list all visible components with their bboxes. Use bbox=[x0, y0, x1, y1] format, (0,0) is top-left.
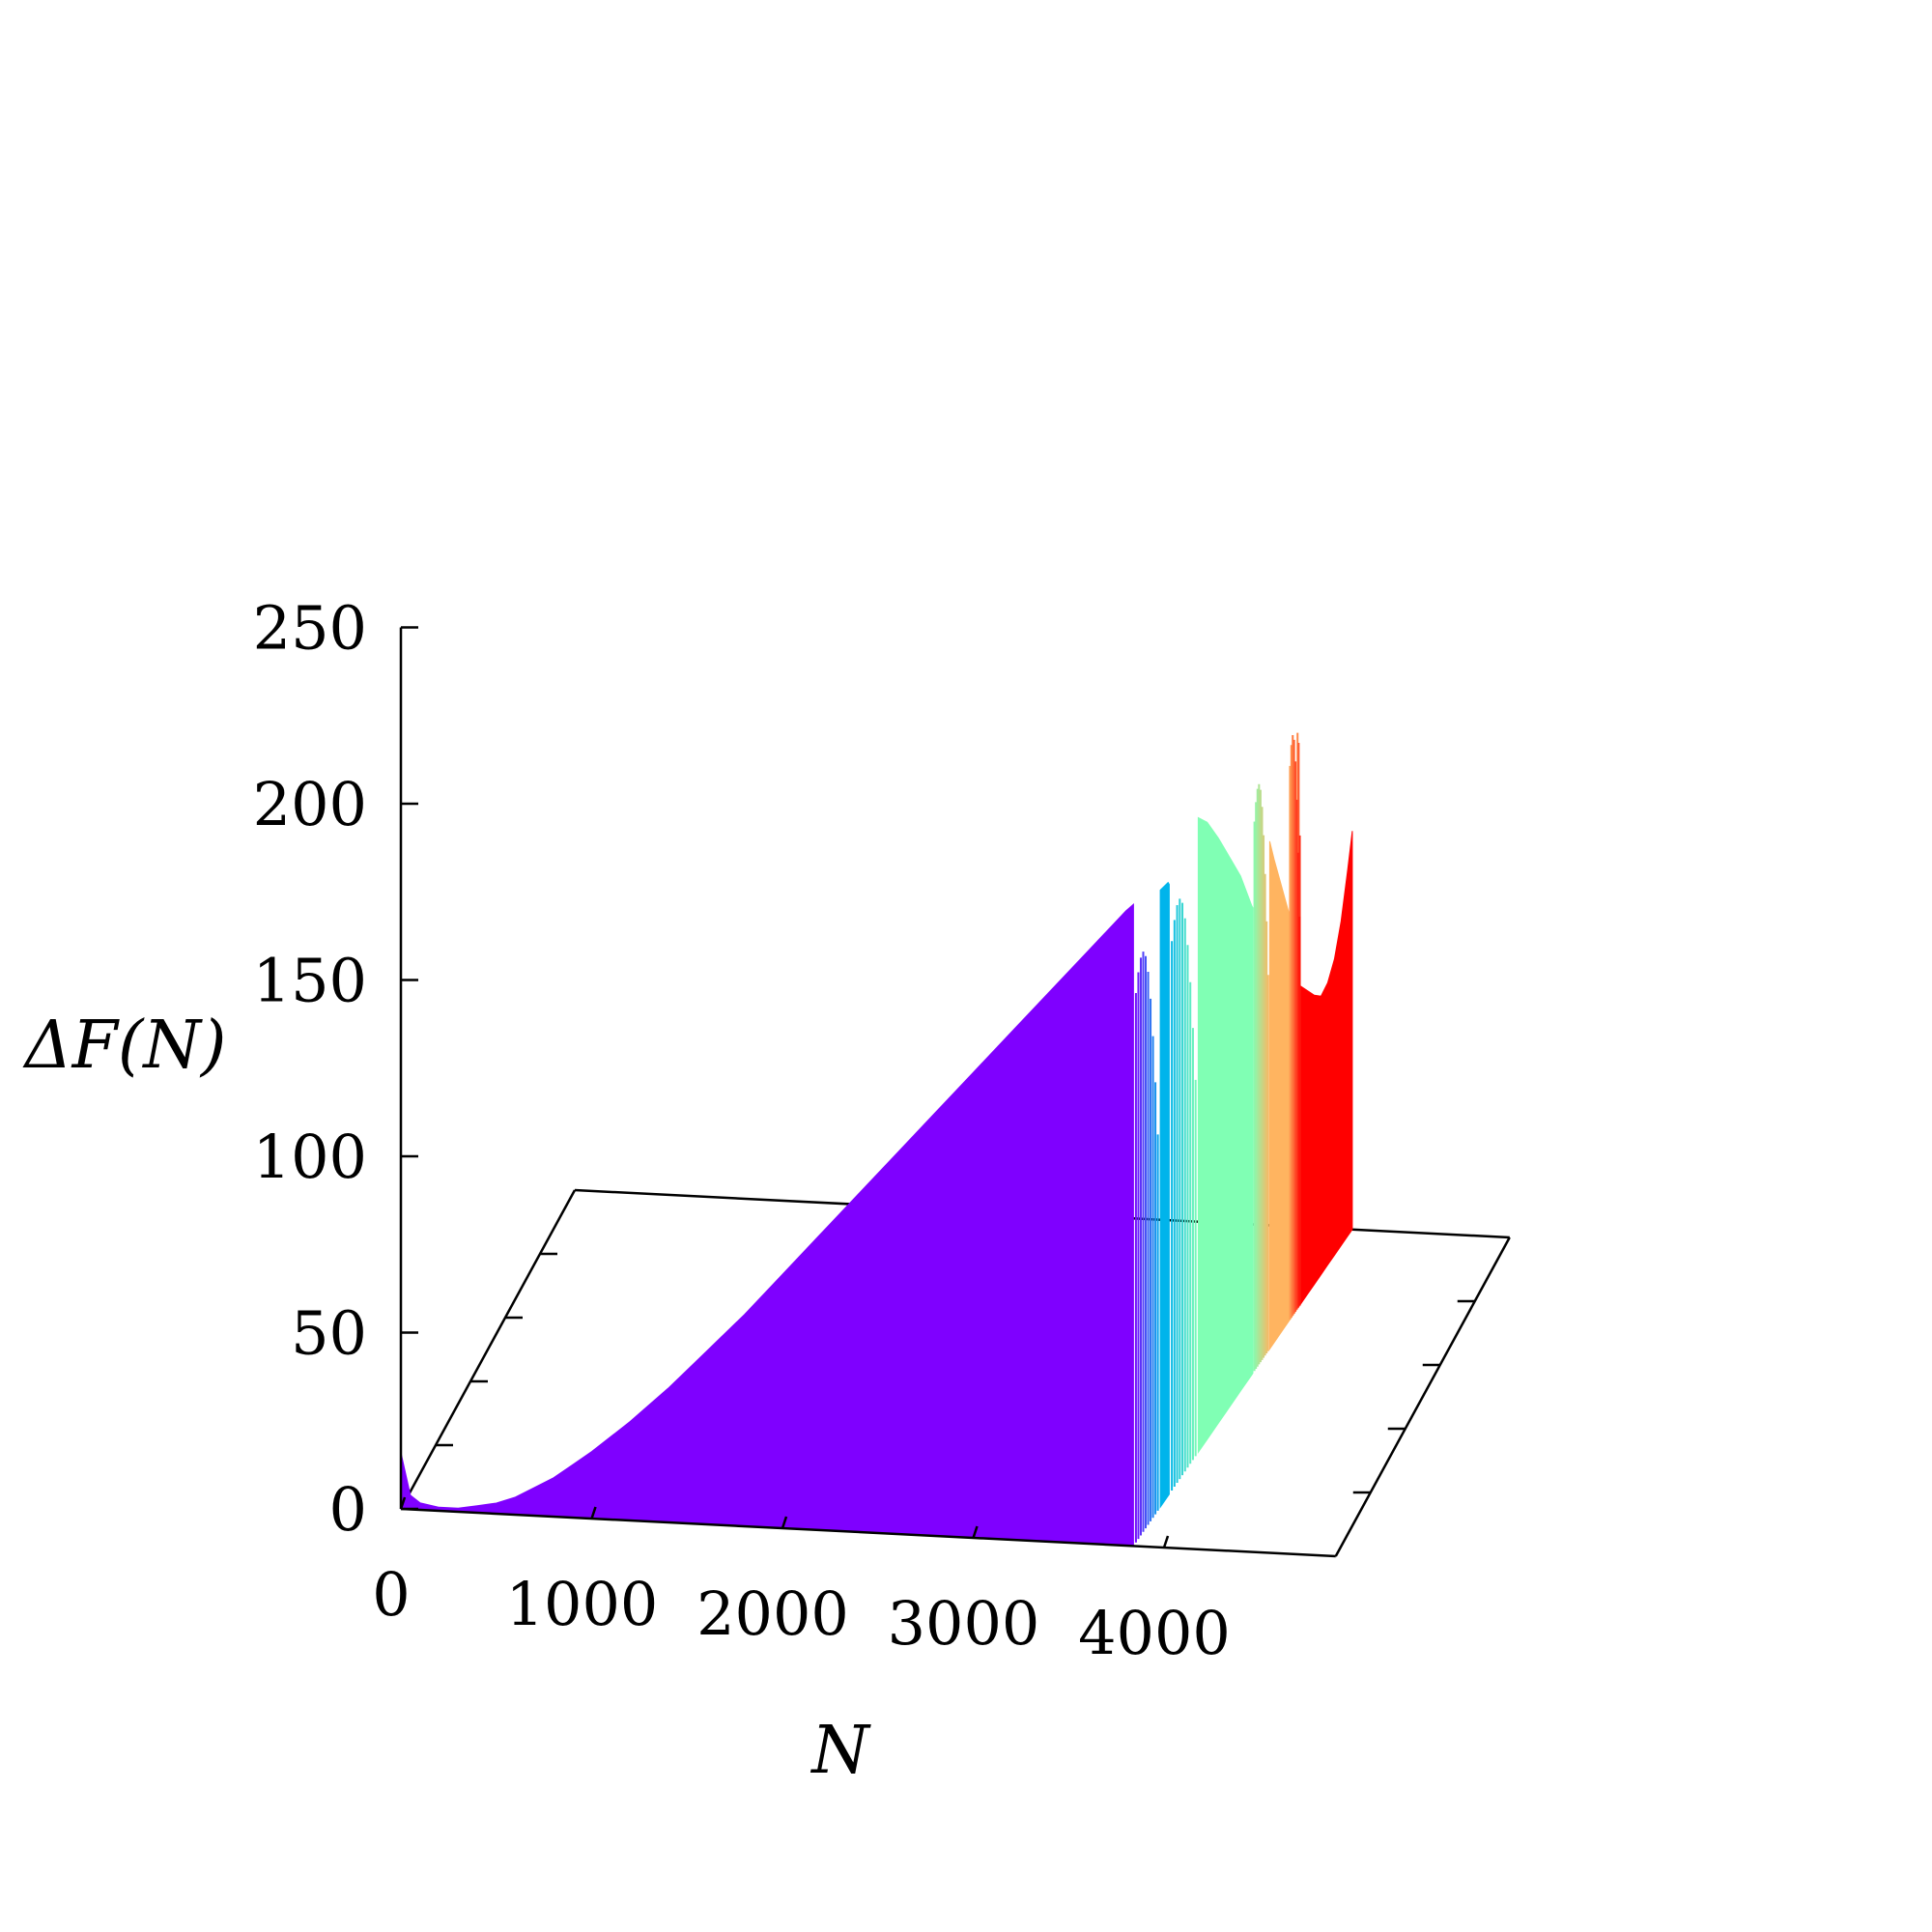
tick-labels: 0 50 100 150 200 250 0 1000 2000 3000 4000 bbox=[253, 593, 1231, 1669]
series-curtain-1 bbox=[1159, 881, 1170, 1509]
z-tick-label-3: 150 bbox=[253, 946, 367, 1016]
z-tick-label-2: 100 bbox=[253, 1122, 367, 1192]
z-axis-title: ΔF(N) bbox=[22, 1008, 227, 1084]
data-curtains bbox=[400, 732, 1353, 1547]
x-tick-label-0: 0 bbox=[372, 1559, 410, 1630]
x-tick-2 bbox=[781, 1516, 788, 1529]
z-tick-label-5: 250 bbox=[253, 593, 367, 664]
x-tick-label-2: 2000 bbox=[696, 1578, 849, 1649]
z-tick-label-4: 200 bbox=[253, 769, 367, 839]
floor-left-edge bbox=[399, 1189, 577, 1510]
x-tick-0 bbox=[399, 1496, 407, 1510]
x-tick-3 bbox=[972, 1525, 979, 1539]
x-tick-4 bbox=[1162, 1535, 1170, 1548]
series-curtain-2 bbox=[1197, 816, 1254, 1454]
series-curtain-4 bbox=[1300, 831, 1353, 1306]
x-tick-label-3: 3000 bbox=[888, 1588, 1040, 1659]
z-tick-label-0: 0 bbox=[329, 1474, 367, 1545]
x-tick-1 bbox=[590, 1506, 597, 1520]
floor-right-edge bbox=[1334, 1236, 1511, 1557]
axes bbox=[399, 626, 1511, 1558]
series-curtain-0 bbox=[400, 902, 1134, 1547]
z-tick-label-1: 50 bbox=[291, 1298, 367, 1369]
x-tick-label-1: 1000 bbox=[506, 1569, 659, 1639]
x-axis-title: N bbox=[810, 1713, 871, 1789]
floor-front-edge bbox=[400, 1507, 1336, 1558]
x-tick-label-4: 4000 bbox=[1078, 1598, 1231, 1668]
